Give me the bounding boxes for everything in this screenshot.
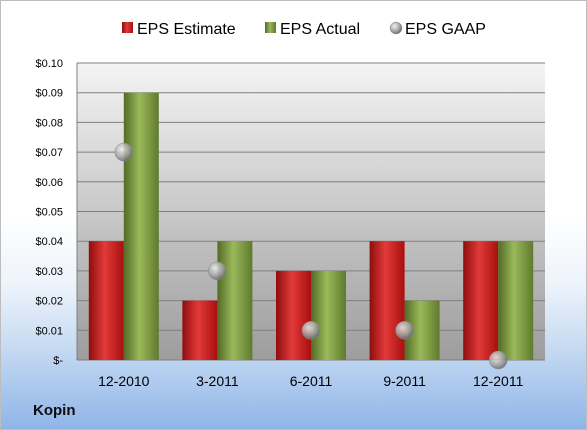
- legend-swatch: [265, 22, 276, 33]
- bar-eps-estimate: [369, 241, 405, 360]
- y-tick-label: $0.06: [35, 177, 63, 189]
- y-tick-label: $0.02: [35, 296, 63, 308]
- legend-label: EPS Actual: [280, 21, 360, 38]
- y-tick-label: $0.05: [35, 207, 63, 219]
- bar-eps-actual: [311, 270, 346, 360]
- legend-label: EPS Estimate: [137, 21, 236, 38]
- bar-eps-actual: [217, 241, 253, 360]
- bar-eps-estimate: [276, 270, 311, 360]
- legend-swatch: [122, 22, 133, 33]
- y-tick-label: $0.08: [35, 117, 63, 129]
- marker-eps-gaap: [488, 350, 508, 370]
- bar-eps-actual: [123, 92, 159, 360]
- legend-swatch: [389, 21, 403, 35]
- y-tick-label: $0.07: [35, 147, 63, 159]
- x-tick-label: 3-2011: [196, 373, 239, 389]
- bar-eps-estimate: [182, 300, 218, 360]
- marker-eps-gaap: [301, 321, 321, 340]
- y-tick-label: $0.04: [35, 236, 63, 248]
- x-tick-label: 9-2011: [383, 373, 426, 389]
- y-tick-label: $-: [53, 355, 63, 367]
- x-tick-label: 6-2011: [290, 373, 333, 389]
- y-tick-label: $0.03: [35, 266, 63, 278]
- x-tick-label: 12-2011: [473, 373, 524, 389]
- x-tick-label: 12-2010: [98, 373, 150, 389]
- bar-eps-estimate: [88, 241, 124, 360]
- bar-eps-estimate: [463, 241, 499, 360]
- bar-eps-actual: [498, 241, 534, 360]
- legend-label: EPS GAAP: [405, 21, 486, 38]
- marker-eps-gaap: [208, 261, 227, 281]
- y-tick-label: $0.01: [35, 325, 63, 337]
- marker-eps-gaap: [114, 142, 134, 162]
- y-tick-label: $0.10: [35, 58, 63, 70]
- company-name: Kopin: [33, 402, 76, 419]
- y-tick-label: $0.09: [35, 88, 63, 100]
- marker-eps-gaap: [395, 321, 414, 340]
